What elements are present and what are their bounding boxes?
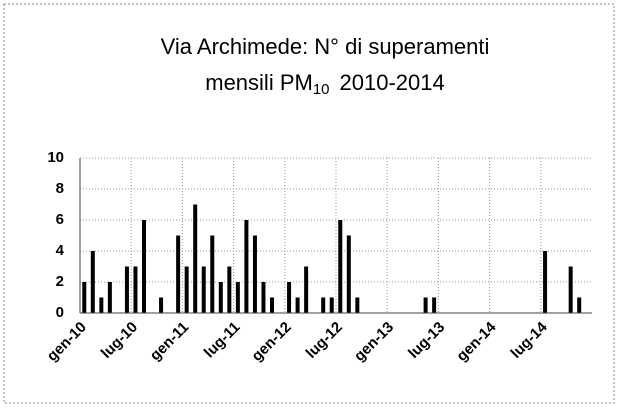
bar: [210, 235, 215, 313]
bar: [329, 297, 334, 313]
chart-title: mensili PM10 2010-2014: [205, 70, 444, 98]
bar: [287, 282, 292, 313]
bar: [142, 220, 146, 313]
bar: [193, 204, 198, 313]
y-tick-label: 0: [56, 304, 64, 321]
bar: [543, 251, 548, 313]
bar: [184, 266, 189, 313]
bar: [90, 251, 95, 313]
bar: [244, 220, 249, 313]
bar: [577, 297, 582, 313]
bar: [99, 297, 104, 313]
bar: [176, 235, 181, 313]
y-tick-label: 4: [56, 242, 65, 259]
bar: [338, 220, 343, 313]
y-tick-label: 2: [56, 273, 64, 290]
bar: [82, 282, 87, 313]
title-part: mensili PM: [205, 70, 313, 95]
bar: [252, 235, 257, 313]
title-subscript: 10: [313, 81, 330, 98]
bar: [218, 282, 223, 313]
bar: [568, 266, 573, 313]
bar: [235, 282, 240, 313]
bar: [107, 282, 112, 313]
bar: [423, 297, 428, 313]
bar: [261, 282, 266, 313]
bar: [270, 297, 274, 313]
bar: [355, 297, 360, 313]
bar: [432, 297, 437, 313]
y-tick-label: 10: [47, 149, 64, 166]
chart-title: Via Archimede: N° di superamenti: [161, 34, 490, 59]
y-tick-label: 6: [56, 211, 64, 228]
bar: [201, 266, 206, 313]
y-tick-label: 8: [56, 180, 64, 197]
bar: [321, 297, 326, 313]
chart-border: [3, 3, 615, 404]
bar: [133, 266, 138, 313]
bar: [304, 266, 309, 313]
bar: [346, 235, 351, 313]
title-part: 2010-2014: [340, 70, 445, 95]
bar: [159, 297, 164, 313]
bar: [227, 266, 232, 313]
bar: [124, 266, 129, 313]
bar: [295, 297, 300, 313]
